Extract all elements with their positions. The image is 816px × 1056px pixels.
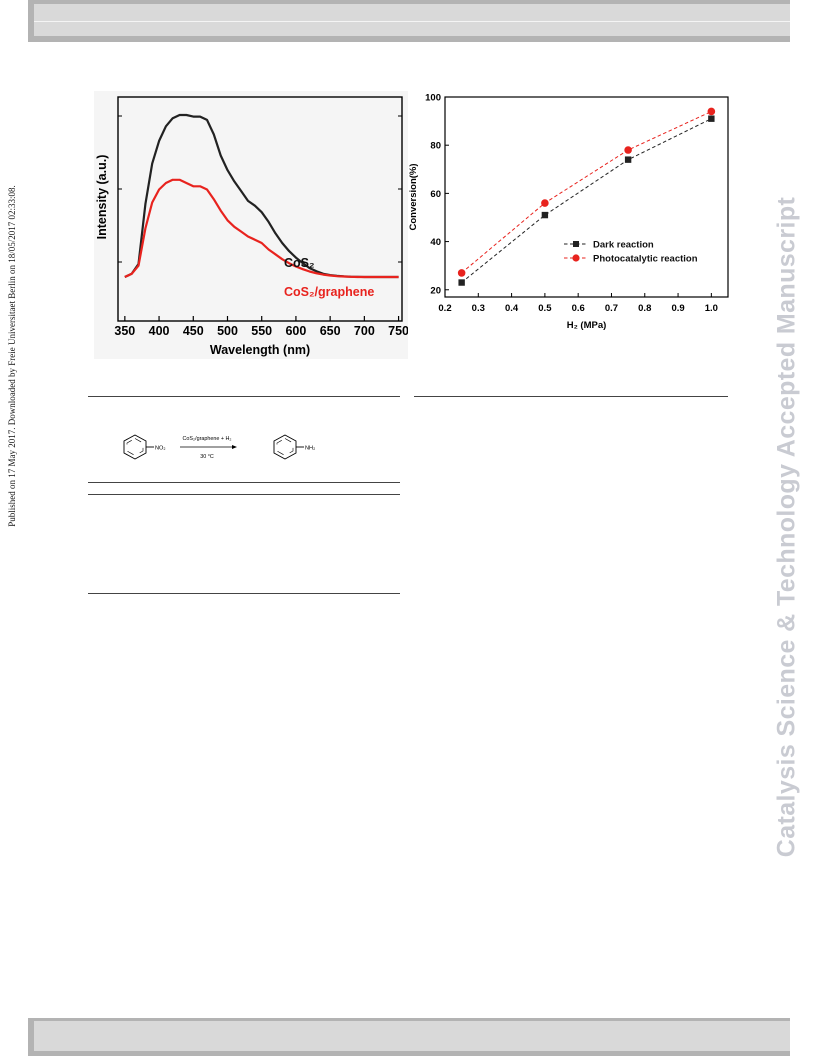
conversion-x-tick-label: 0.2 [438,303,451,314]
conversion-point-photocatalytic-reaction [707,107,716,116]
conversion-legend-label-dark-reaction: Dark reaction [593,240,654,251]
product-group: NH₂ [305,446,315,452]
table-header-rule-1 [88,482,400,483]
conversion-y-tick-label: 80 [430,141,441,152]
conversion-x-tick-label: 0.8 [638,303,651,314]
conversion-axes: 0.2 0.3 0.4 0.5 0.6 0.7 0.8 0.9 1.0 20 40 60 80 100 [425,93,718,315]
footer-bar-inner [34,1021,790,1051]
conversion-y-tick-label: 40 [430,237,441,248]
catalyst-label: CoS₂/graphene + H₂ [183,436,232,442]
spectra-x-tick-label: 750 [388,324,408,338]
conversion-chart-panel: 0.2 0.3 0.4 0.5 0.6 0.7 0.8 0.9 1.0 20 40 60 80 100 D… [404,88,734,344]
spectra-x-tick-label: 700 [354,324,375,338]
journal-watermark: Catalysis Science & Technology Accepted … [772,196,801,858]
benzene-ring-reactant-inner [126,438,144,456]
spectra-x-tick-label: 450 [183,324,204,338]
conversion-x-tick-label: 0.4 [505,303,519,314]
spectra-x-tick-label: 500 [217,324,238,338]
spectra-x-tick-label: 350 [114,324,135,338]
spectra-x-tick-label: 400 [149,324,170,338]
spectra-y-axis-title: Intensity (a.u.) [95,155,109,240]
table-top-rule [88,396,400,397]
conversion-x-tick-label: 0.9 [671,303,684,314]
benzene-ring-reactant [123,434,147,460]
header-bar-divider [34,21,790,22]
conversion-y-tick-label: 60 [430,189,441,200]
conversion-y-tick-label: 100 [425,93,441,104]
right-column-rule [414,396,728,397]
conversion-plot-frame [444,96,729,298]
spectra-chart-background [94,91,408,359]
conversion-y-axis-title: Conversion(%) [408,163,419,230]
conversion-x-tick-label: 0.3 [472,303,485,314]
conversion-line-dark-reaction [461,118,712,283]
spectra-series [124,113,399,279]
conversion-x-tick-label: 0.5 [538,303,552,314]
spectra-x-tick-label: 600 [285,324,306,338]
spectra-plot-frame [117,96,403,322]
header-bar-inner [34,4,790,36]
spectra-x-axis: 350 400 450 500 550 600 650 700 750 [114,115,409,338]
conversion-x-axis-title: H₂ (MPa) [567,320,607,331]
conversion-x-tick-label: 0.7 [605,303,618,314]
conversion-legend-marker-photocatalytic-reaction [572,254,580,262]
temperature-label: 30 °C [200,454,214,460]
conversion-legend: Dark reaction Photocatalytic reaction [564,240,698,265]
footer-bar [28,1018,790,1056]
conversion-chart: 0.2 0.3 0.4 0.5 0.6 0.7 0.8 0.9 1.0 20 40 60 80 100 D… [408,93,729,331]
spectra-label-cos2: CoS₂ [284,256,315,270]
table-bottom-rule [88,593,400,594]
conversion-point-dark-reaction [541,211,549,219]
benzene-ring-product-inner [276,438,294,456]
conversion-legend-label-photocatalytic-reaction: Photocatalytic reaction [593,254,698,265]
conversion-legend-marker-dark-reaction [573,241,579,247]
publication-note: Published on 17 May 2017. Downloaded by … [7,185,17,527]
conversion-line-photocatalytic-reaction [461,111,712,274]
conversion-x-tick-label: 1.0 [705,303,718,314]
table-header-rule-2 [88,494,400,495]
reaction-scheme-drawing: NO₂ CoS₂/graphene + H₂ 30 °C NH₂ [123,434,315,460]
conversion-y-tick-label: 20 [430,285,441,296]
spectra-chart-panel: 350 400 450 500 550 600 650 700 750 CoS₂ CoS₂/gr… [94,91,409,359]
reaction-arrow-head [232,445,237,449]
conversion-point-photocatalytic-reaction [457,269,466,277]
spectra-x-tick-label: 650 [320,324,341,338]
spectra-line-cos-graphene [124,178,399,279]
spectra-x-tick-label: 550 [251,324,272,338]
conversion-point-dark-reaction [708,115,715,122]
conversion-point-dark-reaction [624,156,632,163]
reaction-scheme: NO₂ CoS₂/graphene + H₂ 30 °C NH₂ [118,430,338,470]
spectra-label-cos2-graphene: CoS₂/graphene [284,285,374,299]
reactant-group: NO₂ [155,446,166,452]
conversion-point-photocatalytic-reaction [541,199,549,207]
conversion-point-photocatalytic-reaction [624,146,632,154]
spectra-chart: 350 400 450 500 550 600 650 700 750 CoS₂ CoS₂/gr… [94,91,409,359]
conversion-x-tick-label: 0.6 [572,303,585,314]
benzene-ring-product [273,434,297,460]
conversion-series [457,107,716,286]
header-bar [28,0,790,42]
spectra-x-axis-title: Wavelength (nm) [210,343,310,357]
conversion-point-dark-reaction [458,279,465,286]
